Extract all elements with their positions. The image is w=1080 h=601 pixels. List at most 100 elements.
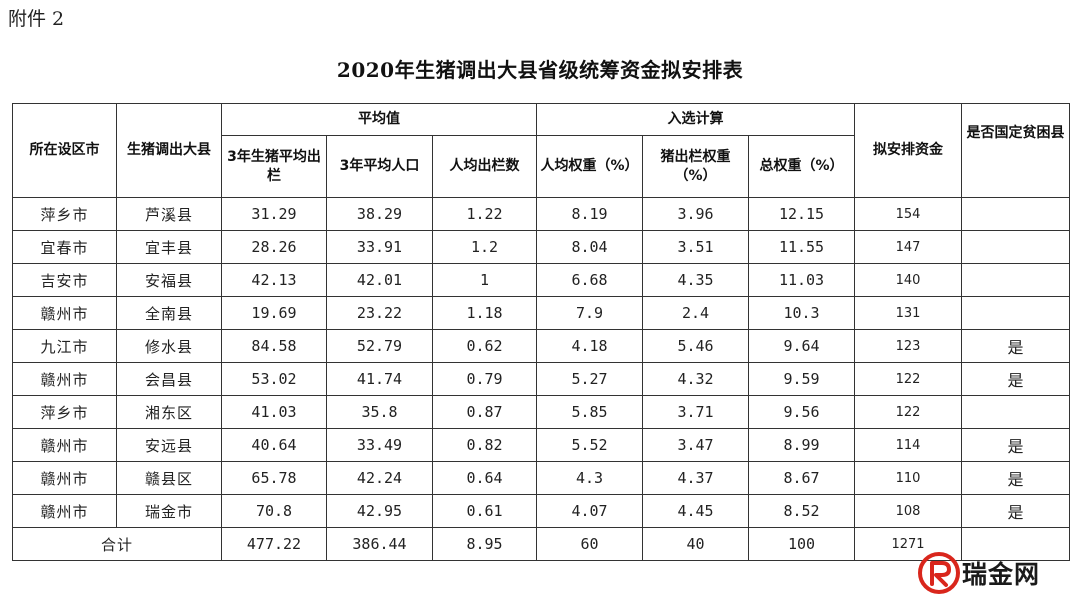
row-city: 萍乡市	[12, 197, 117, 231]
row-poverty-county: 是	[961, 362, 1071, 396]
row-pig-output-weight: 3.47	[642, 428, 750, 462]
total-per-capita-weight: 60	[536, 527, 644, 561]
table-row: 赣州市 赣县区 65.78 42.24 0.64 4.3 4.37 8.67 110 是	[12, 461, 1071, 495]
row-county: 安福县	[116, 263, 222, 297]
row-pig-output-weight: 3.51	[642, 230, 750, 264]
row-poverty-county: 是	[961, 329, 1071, 363]
col-header-pig-output-weight: 猪出栏权重（%）	[642, 135, 750, 198]
row-pig-output-weight: 2.4	[642, 296, 750, 330]
row-city: 宜春市	[12, 230, 117, 264]
row-city: 赣州市	[12, 428, 117, 462]
total-avg-population: 386.44	[326, 527, 433, 561]
row-avg-population: 33.49	[326, 428, 433, 462]
row-per-capita-weight: 7.9	[536, 296, 644, 330]
watermark-text: 瑞金网	[962, 560, 1041, 589]
fund-allocation-table: 所在设区市 生猪调出大县 平均值 入选计算 拟安排资金 是否国定贫困县 3年生猪…	[12, 103, 1071, 561]
row-poverty-county: 是	[961, 494, 1071, 528]
row-fund: 122	[854, 395, 963, 429]
row-pig-output-weight: 3.71	[642, 395, 750, 429]
row-fund: 108	[854, 494, 963, 528]
row-poverty-county	[961, 263, 1071, 297]
row-avg-output: 28.26	[221, 230, 327, 264]
row-per-capita-weight: 8.19	[536, 197, 644, 231]
row-avg-population: 42.01	[326, 263, 433, 297]
row-per-capita-weight: 5.27	[536, 362, 644, 396]
watermark-logo: 瑞金网	[918, 548, 1078, 598]
row-county: 宜丰县	[116, 230, 222, 264]
row-per-capita-output: 0.61	[431, 494, 538, 528]
row-avg-output: 70.8	[221, 494, 327, 528]
row-per-capita-output: 1.18	[431, 296, 538, 330]
col-header-per-capita-weight: 人均权重（%）	[536, 135, 644, 198]
row-per-capita-output: 0.62	[431, 329, 538, 363]
row-total-weight: 11.03	[748, 263, 856, 297]
row-poverty-county	[961, 230, 1071, 264]
row-pig-output-weight: 4.35	[642, 263, 750, 297]
row-avg-output: 31.29	[221, 197, 327, 231]
col-header-fund: 拟安排资金	[854, 103, 963, 198]
row-county: 瑞金市	[116, 494, 222, 528]
table-row: 赣州市 全南县 19.69 23.22 1.18 7.9 2.4 10.3 131	[12, 296, 1071, 330]
row-total-weight: 9.56	[748, 395, 856, 429]
total-total-weight: 100	[748, 527, 856, 561]
col-header-poverty-county: 是否国定贫困县	[961, 103, 1071, 198]
row-fund: 154	[854, 197, 963, 231]
row-pig-output-weight: 3.96	[642, 197, 750, 231]
row-avg-population: 42.24	[326, 461, 433, 495]
total-poverty-county	[961, 527, 1071, 561]
row-per-capita-weight: 5.85	[536, 395, 644, 429]
col-header-total-weight: 总权重（%）	[748, 135, 856, 198]
total-label: 合计	[12, 527, 222, 561]
row-per-capita-weight: 4.3	[536, 461, 644, 495]
table-row: 萍乡市 湘东区 41.03 35.8 0.87 5.85 3.71 9.56 122	[12, 395, 1071, 429]
row-pig-output-weight: 4.32	[642, 362, 750, 396]
row-per-capita-weight: 8.04	[536, 230, 644, 264]
row-city: 赣州市	[12, 362, 117, 396]
row-county: 赣县区	[116, 461, 222, 495]
row-avg-population: 52.79	[326, 329, 433, 363]
row-per-capita-output: 0.79	[431, 362, 538, 396]
row-avg-output: 84.58	[221, 329, 327, 363]
row-pig-output-weight: 4.45	[642, 494, 750, 528]
table-row: 萍乡市 芦溪县 31.29 38.29 1.22 8.19 3.96 12.15 154	[12, 197, 1071, 231]
row-poverty-county	[961, 197, 1071, 231]
row-fund: 110	[854, 461, 963, 495]
row-total-weight: 8.99	[748, 428, 856, 462]
row-total-weight: 8.67	[748, 461, 856, 495]
row-per-capita-output: 1	[431, 263, 538, 297]
row-fund: 114	[854, 428, 963, 462]
total-avg-output: 477.22	[221, 527, 327, 561]
row-fund: 140	[854, 263, 963, 297]
row-city: 吉安市	[12, 263, 117, 297]
total-per-capita-output: 8.95	[431, 527, 538, 561]
row-city: 赣州市	[12, 461, 117, 495]
row-city: 赣州市	[12, 296, 117, 330]
row-per-capita-output: 1.2	[431, 230, 538, 264]
col-header-county: 生猪调出大县	[116, 103, 222, 198]
page-title: 2020年生猪调出大县省级统筹资金拟安排表	[336, 58, 744, 82]
row-city: 萍乡市	[12, 395, 117, 429]
row-pig-output-weight: 5.46	[642, 329, 750, 363]
row-total-weight: 8.52	[748, 494, 856, 528]
col-header-city: 所在设区市	[12, 103, 117, 198]
row-avg-population: 41.74	[326, 362, 433, 396]
group-header-calculation: 入选计算	[536, 103, 856, 136]
row-total-weight: 11.55	[748, 230, 856, 264]
row-avg-population: 35.8	[326, 395, 433, 429]
row-per-capita-output: 0.64	[431, 461, 538, 495]
row-avg-population: 33.91	[326, 230, 433, 264]
table-row: 宜春市 宜丰县 28.26 33.91 1.2 8.04 3.51 11.55 147	[12, 230, 1071, 264]
row-poverty-county	[961, 395, 1071, 429]
row-avg-output: 40.64	[221, 428, 327, 462]
row-per-capita-weight: 4.07	[536, 494, 644, 528]
row-county: 全南县	[116, 296, 222, 330]
col-header-avg-output: 3年生猪平均出栏	[221, 135, 327, 198]
row-total-weight: 10.3	[748, 296, 856, 330]
row-fund: 147	[854, 230, 963, 264]
row-avg-output: 19.69	[221, 296, 327, 330]
row-per-capita-output: 0.87	[431, 395, 538, 429]
row-per-capita-output: 0.82	[431, 428, 538, 462]
row-avg-population: 42.95	[326, 494, 433, 528]
total-row: 合计 477.22 386.44 8.95 60 40 100 1271	[12, 527, 1071, 561]
row-poverty-county: 是	[961, 428, 1071, 462]
